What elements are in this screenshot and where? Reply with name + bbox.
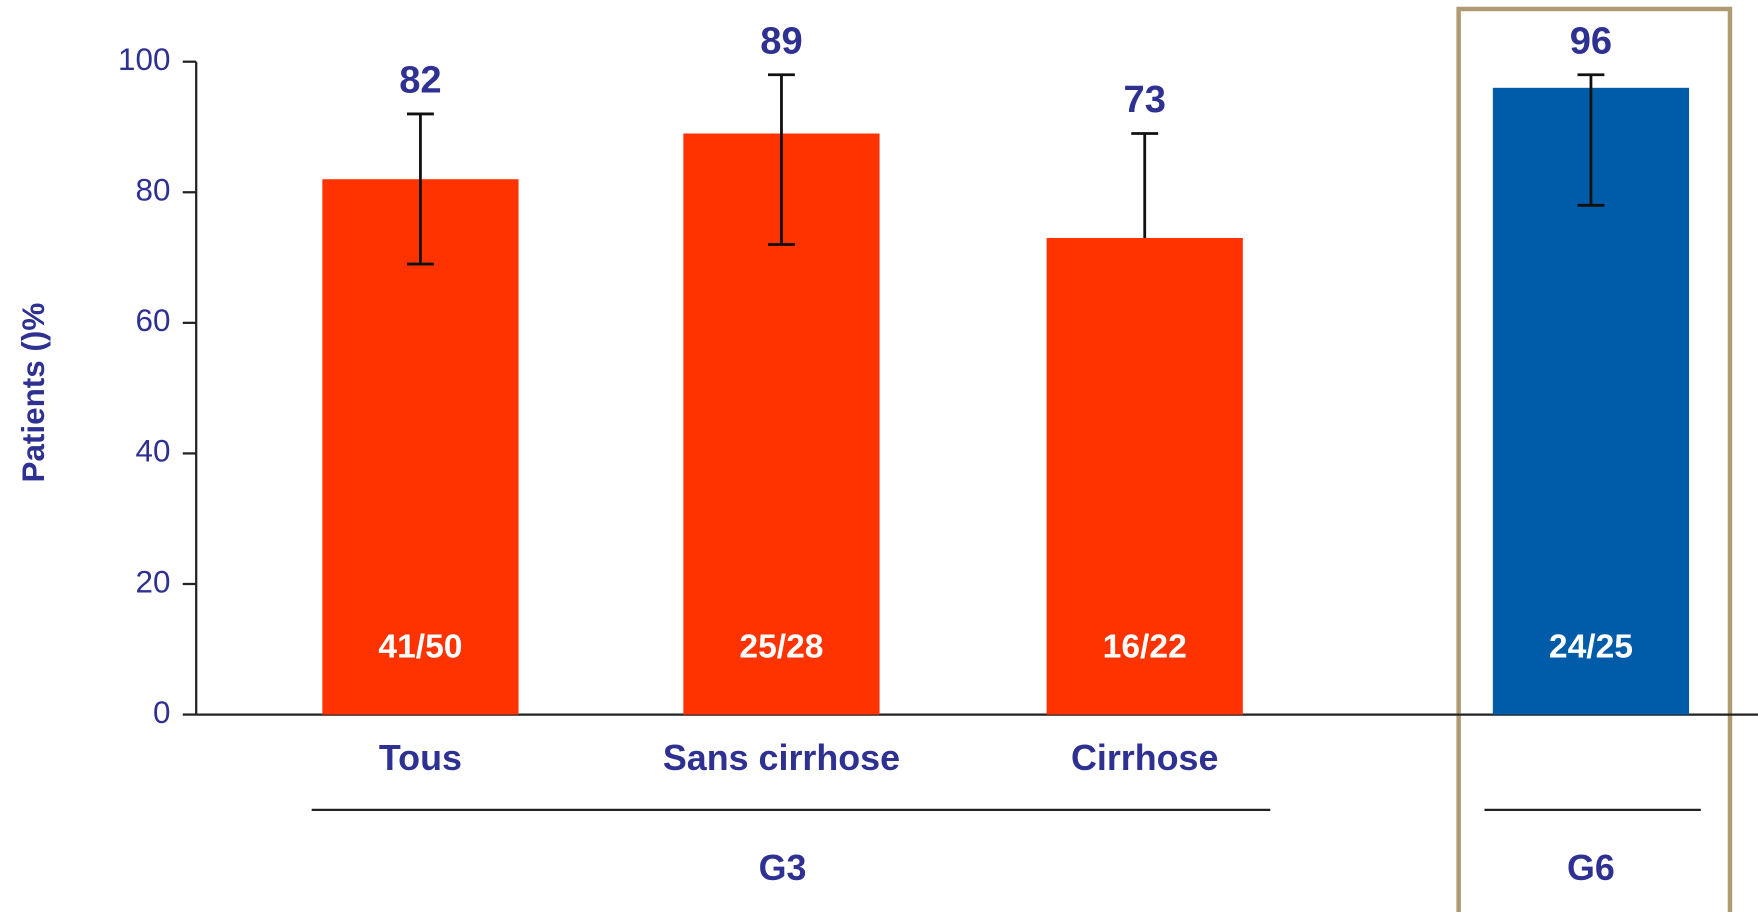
x-tick-label: Sans cirrhose [663,738,900,778]
x-tick-label: Tous [379,738,462,778]
group-label: G6 [1567,848,1615,888]
highlight-box [1456,6,1733,917]
value-label: 96 [1570,19,1612,62]
bar [1046,237,1243,715]
value-label: 89 [760,19,802,62]
bar-annotation: 16/22 [1103,628,1187,665]
y-tick-label: 60 [136,303,171,338]
y-axis-label: Patients ()% [16,303,51,483]
y-tick-label: 100 [118,42,170,77]
value-label: 82 [399,59,441,102]
value-label: 73 [1124,78,1166,121]
y-tick-label: 40 [136,434,171,469]
x-tick-label: Cirrhose [1071,738,1218,778]
bar-annotation: 41/50 [378,628,462,665]
bar-annotation: 25/28 [739,628,823,665]
y-tick-label: 0 [153,695,170,730]
y-tick-label: 80 [136,173,171,208]
y-tick-label: 20 [136,564,171,599]
group-label: G3 [759,848,807,888]
bar [322,179,519,715]
bar-annotation: 24/25 [1549,628,1633,665]
